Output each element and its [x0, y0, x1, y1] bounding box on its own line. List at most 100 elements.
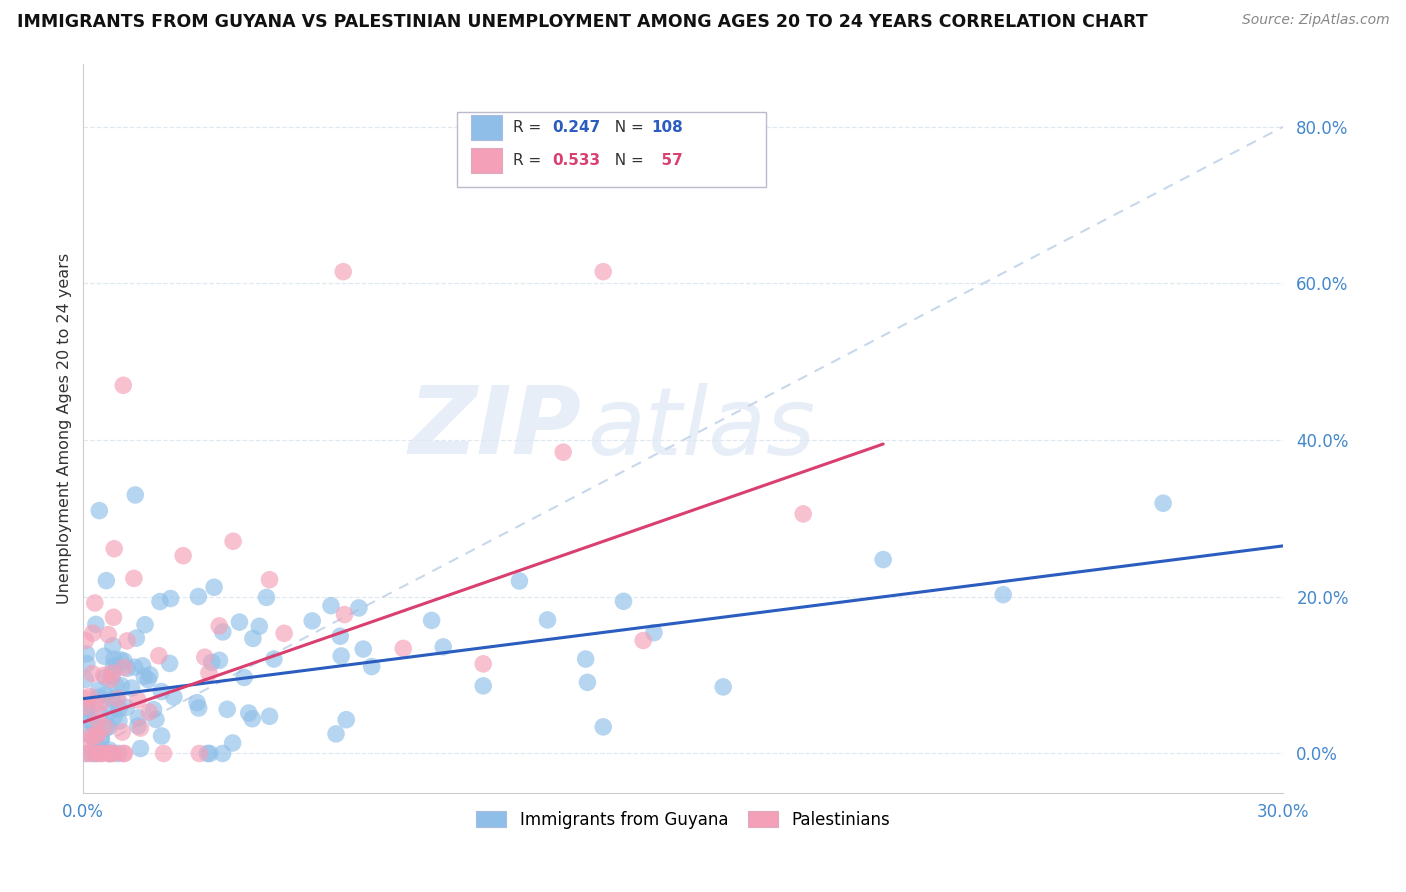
Point: [612, 594, 634, 608]
Text: 108: 108: [651, 120, 683, 135]
Point: [101, 691, 124, 706]
Point: [121, 681, 143, 695]
Point: [576, 675, 599, 690]
Point: [152, 747, 174, 761]
Point: [103, 659, 125, 673]
Text: N =: N =: [605, 153, 648, 168]
Point: [84, 617, 107, 632]
Point: [335, 713, 357, 727]
Point: [211, 624, 233, 639]
Text: R =: R =: [513, 120, 547, 135]
Text: 0.533: 0.533: [553, 153, 600, 168]
Point: [90, 696, 112, 710]
Point: [1152, 496, 1174, 510]
Point: [263, 652, 285, 666]
Point: [329, 629, 352, 643]
Point: [84, 696, 107, 710]
Point: [187, 701, 209, 715]
Point: [112, 654, 135, 668]
Point: [77, 747, 100, 761]
Point: [194, 650, 217, 665]
Point: [75, 747, 97, 761]
Point: [96, 574, 118, 588]
Point: [108, 714, 131, 728]
Point: [163, 690, 186, 704]
Point: [105, 659, 128, 673]
Point: [259, 709, 281, 723]
Point: [76, 647, 98, 661]
Point: [89, 503, 111, 517]
Point: [87, 690, 110, 705]
Point: [122, 571, 145, 585]
Point: [872, 552, 894, 566]
Point: [172, 549, 194, 563]
Point: [79, 690, 101, 704]
Point: [124, 660, 146, 674]
Text: N =: N =: [605, 120, 648, 135]
Point: [127, 693, 149, 707]
Text: 57: 57: [651, 153, 683, 168]
Point: [188, 747, 211, 761]
Point: [131, 658, 153, 673]
Point: [98, 743, 121, 757]
Point: [472, 657, 495, 671]
Point: [101, 666, 124, 681]
Point: [111, 725, 134, 739]
Point: [202, 580, 225, 594]
Point: [142, 702, 165, 716]
Point: [114, 747, 136, 761]
Point: [108, 702, 131, 716]
Point: [432, 640, 454, 654]
Point: [330, 648, 353, 663]
Point: [103, 747, 125, 761]
Point: [127, 719, 149, 733]
Point: [360, 659, 382, 673]
Point: [352, 642, 374, 657]
Point: [103, 541, 125, 556]
Point: [100, 747, 122, 761]
Point: [134, 669, 156, 683]
Text: ZIP: ZIP: [408, 383, 581, 475]
Point: [82, 666, 104, 681]
Point: [138, 705, 160, 719]
Point: [150, 729, 173, 743]
Text: R =: R =: [513, 153, 547, 168]
Point: [228, 615, 250, 629]
Point: [110, 679, 132, 693]
Point: [100, 703, 122, 717]
Point: [94, 720, 117, 734]
Point: [301, 614, 323, 628]
Point: [139, 668, 162, 682]
Point: [93, 649, 115, 664]
Point: [87, 683, 110, 698]
Point: [98, 747, 121, 761]
Point: [112, 660, 135, 674]
Point: [83, 747, 105, 761]
Point: [187, 590, 209, 604]
Point: [238, 706, 260, 720]
Point: [124, 488, 146, 502]
Point: [472, 679, 495, 693]
Point: [125, 631, 148, 645]
Point: [117, 661, 139, 675]
Point: [79, 714, 101, 728]
Point: [136, 673, 159, 687]
Point: [392, 641, 415, 656]
Point: [82, 626, 104, 640]
Point: [103, 709, 125, 723]
Point: [105, 691, 128, 706]
Point: [75, 691, 97, 706]
Point: [420, 614, 443, 628]
Point: [76, 701, 98, 715]
Point: [76, 657, 98, 671]
Point: [159, 657, 181, 671]
Point: [80, 747, 103, 761]
Point: [536, 613, 558, 627]
Point: [89, 706, 111, 721]
Point: [149, 594, 172, 608]
Legend: Immigrants from Guyana, Palestinians: Immigrants from Guyana, Palestinians: [470, 804, 897, 835]
Point: [134, 617, 156, 632]
Point: [115, 633, 138, 648]
Point: [97, 720, 120, 734]
Point: [82, 717, 104, 731]
